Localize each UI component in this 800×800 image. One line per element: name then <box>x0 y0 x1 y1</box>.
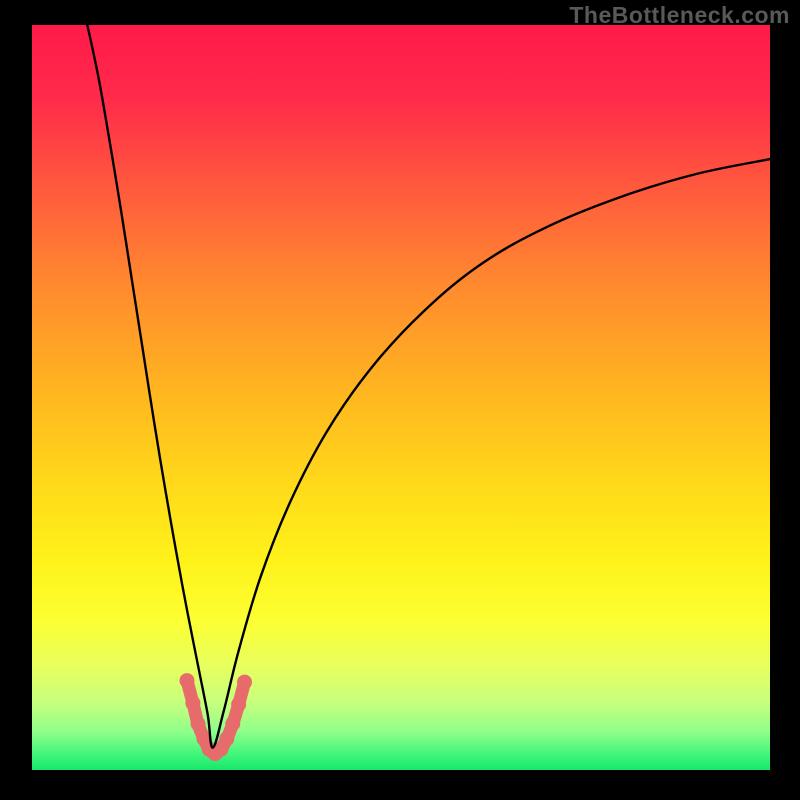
highlight-dot <box>237 675 252 690</box>
highlight-dot <box>185 695 200 710</box>
highlight-dot <box>191 716 206 731</box>
highlight-dot <box>219 731 234 746</box>
border-bottom <box>0 770 800 800</box>
chart-frame: TheBottleneck.com <box>0 0 800 800</box>
bottleneck-curve <box>87 25 770 748</box>
plot-area <box>32 25 770 770</box>
border-right <box>770 0 800 800</box>
watermark-text: TheBottleneck.com <box>569 2 790 29</box>
highlight-dot <box>179 673 194 688</box>
highlight-dot <box>231 697 246 712</box>
curve-layer <box>32 25 770 770</box>
highlight-dot <box>225 716 240 731</box>
border-left <box>0 0 32 800</box>
